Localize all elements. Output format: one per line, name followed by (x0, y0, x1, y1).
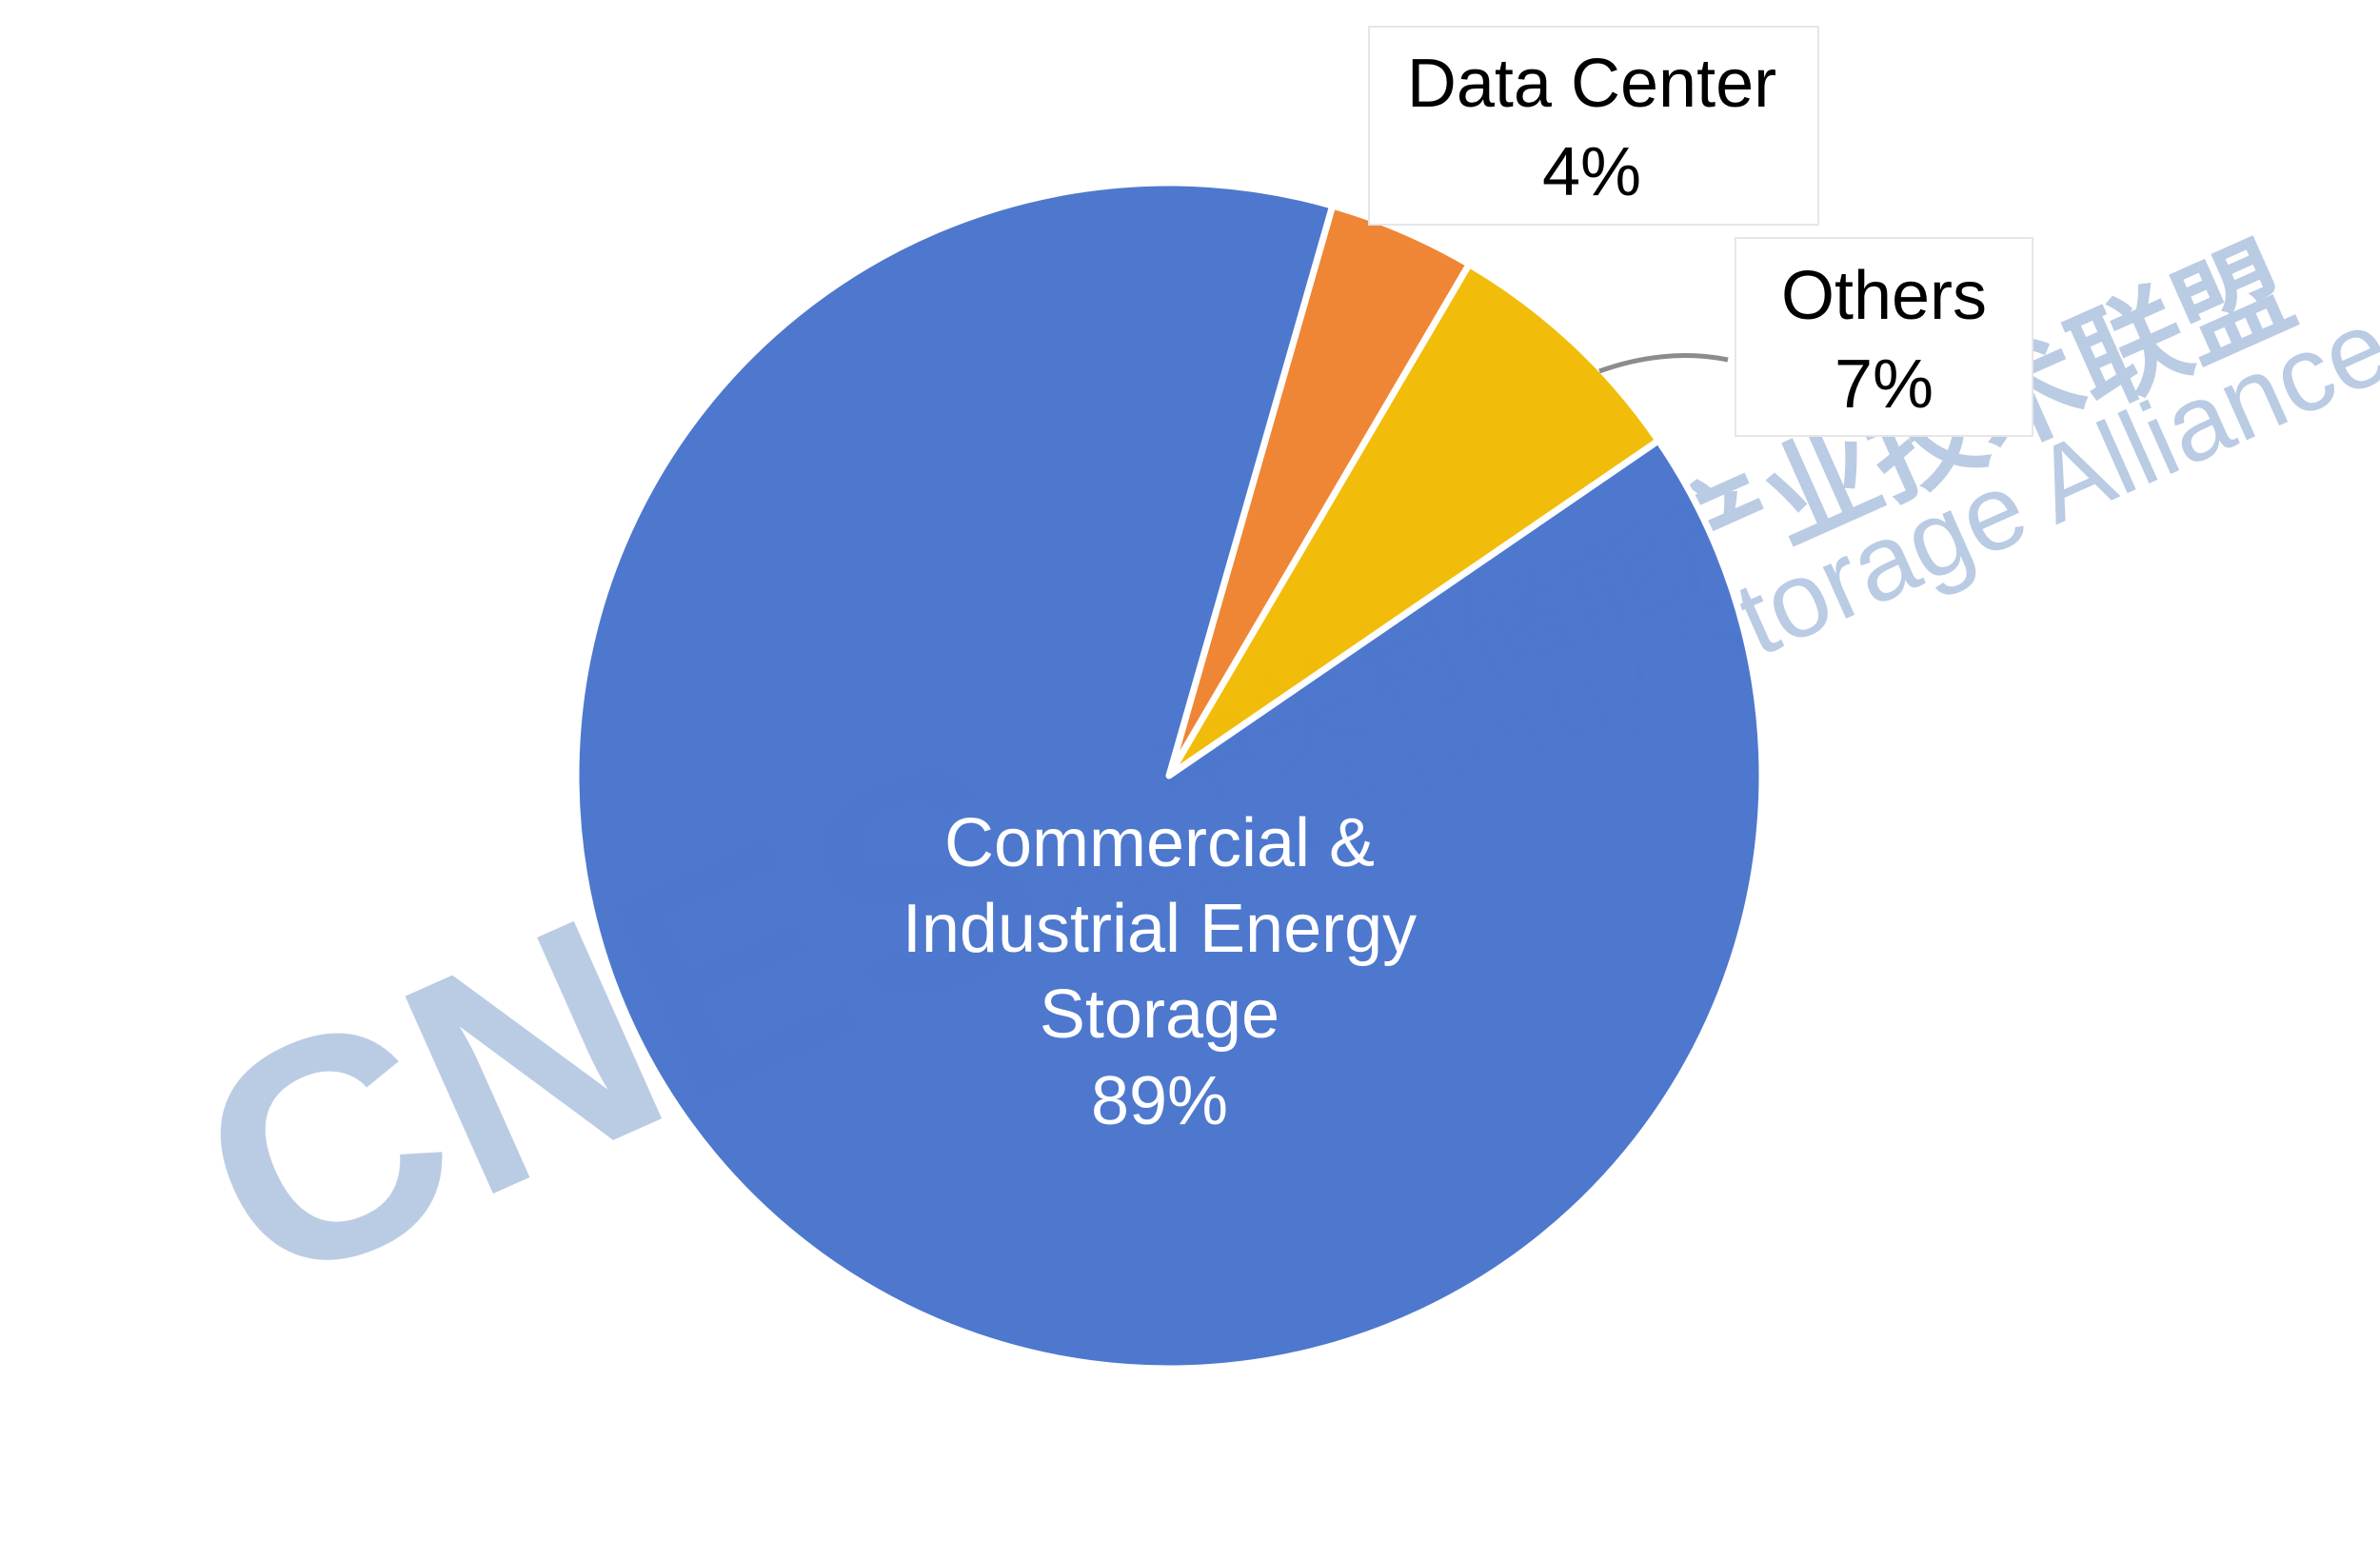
slice-label-commercial-industrial: Commercial & Industrial Energy Storage 8… (902, 805, 1417, 1139)
slice-value-label: 4% (1542, 134, 1641, 210)
slice-label-line: Industrial Energy (902, 891, 1417, 967)
slice-label-line: Commercial & (944, 805, 1375, 881)
slice-label-data-center: Data Center 4% (1368, 26, 1819, 226)
slice-label-line: Data Center (1407, 46, 1776, 122)
slice-value-label: 89% (1091, 1063, 1228, 1139)
label-box (1735, 237, 2033, 437)
slice-label-line: Storage (1040, 977, 1279, 1053)
slice-label-others: Others 7% (1735, 237, 2033, 437)
slice-others (1165, 261, 1662, 780)
slice-label-line: Others (1781, 258, 1987, 334)
slice-commercial-industrial (572, 179, 1766, 1372)
pie-slices (572, 179, 1766, 1372)
slice-value-label: 7% (1835, 346, 1934, 423)
pie-labels: Commercial & Industrial Energy Storage 8… (902, 26, 2033, 1139)
others-leader-line (1598, 353, 1729, 374)
label-box (1368, 26, 1819, 226)
